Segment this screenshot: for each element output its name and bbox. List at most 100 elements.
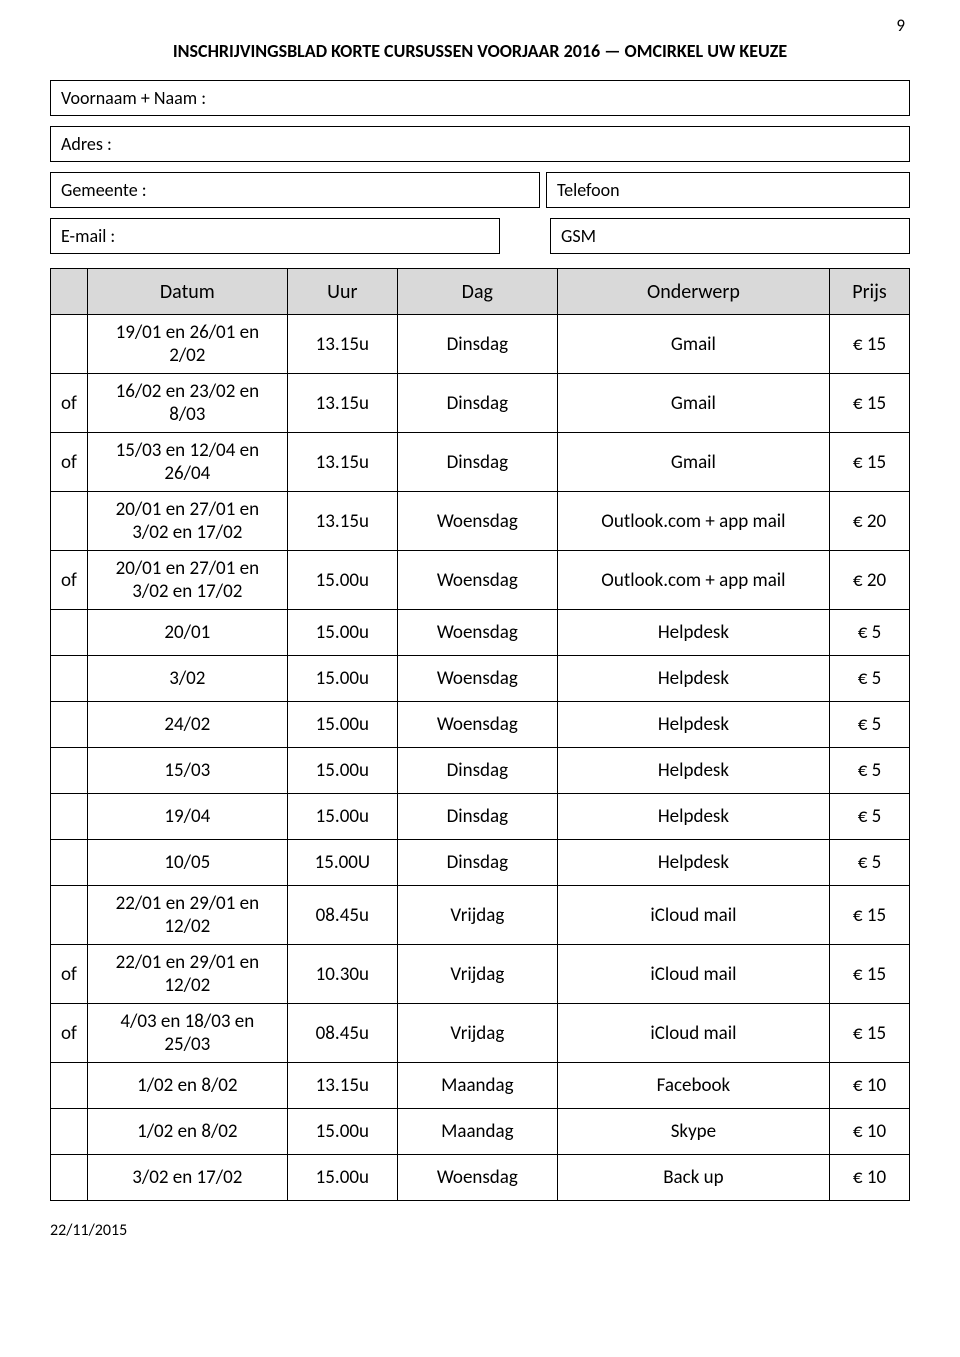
course-table: Datum Uur Dag Onderwerp Prijs 19/01 en 2… bbox=[50, 268, 910, 1201]
field-voornaam[interactable]: Voornaam + Naam : bbox=[50, 80, 910, 116]
cell-prijs: € 15 bbox=[830, 1004, 910, 1063]
cell-of bbox=[51, 1063, 88, 1109]
cell-of bbox=[51, 702, 88, 748]
cell-of bbox=[51, 840, 88, 886]
cell-of bbox=[51, 1155, 88, 1201]
cell-onderwerp: Helpdesk bbox=[557, 702, 829, 748]
cell-of bbox=[51, 886, 88, 945]
cell-prijs: € 15 bbox=[830, 315, 910, 374]
cell-uur: 13.15u bbox=[287, 433, 397, 492]
field-telefoon-label: Telefoon bbox=[557, 179, 620, 201]
cell-uur: 13.15u bbox=[287, 315, 397, 374]
cell-dag: Woensdag bbox=[397, 656, 557, 702]
cell-prijs: € 5 bbox=[830, 748, 910, 794]
document-title: INSCHRIJVINGSBLAD KORTE CURSUSSEN VOORJA… bbox=[50, 40, 910, 62]
cell-datum: 20/01 en 27/01 en3/02 en 17/02 bbox=[87, 551, 287, 610]
cell-uur: 13.15u bbox=[287, 374, 397, 433]
field-voornaam-row: Voornaam + Naam : bbox=[50, 80, 910, 116]
cell-of: of bbox=[51, 433, 88, 492]
cell-datum: 3/02 en 17/02 bbox=[87, 1155, 287, 1201]
cell-datum: 22/01 en 29/01 en12/02 bbox=[87, 886, 287, 945]
table-row: 20/01 en 27/01 en3/02 en 17/0213.15uWoen… bbox=[51, 492, 910, 551]
cell-onderwerp: Outlook.com + app mail bbox=[557, 551, 829, 610]
cell-prijs: € 20 bbox=[830, 492, 910, 551]
cell-onderwerp: Skype bbox=[557, 1109, 829, 1155]
cell-prijs: € 10 bbox=[830, 1155, 910, 1201]
cell-dag: Dinsdag bbox=[397, 433, 557, 492]
header-datum: Datum bbox=[87, 269, 287, 315]
field-email-row: E-mail : GSM bbox=[50, 218, 910, 254]
cell-prijs: € 5 bbox=[830, 840, 910, 886]
table-row: 1/02 en 8/0213.15uMaandagFacebook€ 10 bbox=[51, 1063, 910, 1109]
cell-onderwerp: Facebook bbox=[557, 1063, 829, 1109]
cell-onderwerp: Helpdesk bbox=[557, 748, 829, 794]
cell-dag: Dinsdag bbox=[397, 315, 557, 374]
cell-uur: 08.45u bbox=[287, 886, 397, 945]
cell-prijs: € 20 bbox=[830, 551, 910, 610]
cell-datum: 4/03 en 18/03 en25/03 bbox=[87, 1004, 287, 1063]
cell-uur: 15.00U bbox=[287, 840, 397, 886]
cell-dag: Dinsdag bbox=[397, 748, 557, 794]
cell-dag: Vrijdag bbox=[397, 945, 557, 1004]
cell-prijs: € 5 bbox=[830, 702, 910, 748]
cell-prijs: € 10 bbox=[830, 1109, 910, 1155]
cell-onderwerp: iCloud mail bbox=[557, 886, 829, 945]
header-uur: Uur bbox=[287, 269, 397, 315]
cell-onderwerp: Helpdesk bbox=[557, 794, 829, 840]
cell-datum: 10/05 bbox=[87, 840, 287, 886]
cell-dag: Woensdag bbox=[397, 492, 557, 551]
cell-uur: 10.30u bbox=[287, 945, 397, 1004]
cell-uur: 15.00u bbox=[287, 656, 397, 702]
cell-onderwerp: Helpdesk bbox=[557, 610, 829, 656]
header-prijs: Prijs bbox=[830, 269, 910, 315]
field-gemeente[interactable]: Gemeente : bbox=[50, 172, 540, 208]
cell-dag: Vrijdag bbox=[397, 1004, 557, 1063]
cell-dag: Dinsdag bbox=[397, 794, 557, 840]
cell-of bbox=[51, 748, 88, 794]
cell-dag: Woensdag bbox=[397, 702, 557, 748]
header-dag: Dag bbox=[397, 269, 557, 315]
cell-uur: 15.00u bbox=[287, 610, 397, 656]
field-telefoon[interactable]: Telefoon bbox=[546, 172, 910, 208]
header-of bbox=[51, 269, 88, 315]
cell-datum: 1/02 en 8/02 bbox=[87, 1063, 287, 1109]
cell-datum: 22/01 en 29/01 en12/02 bbox=[87, 945, 287, 1004]
table-row: 1/02 en 8/0215.00uMaandagSkype€ 10 bbox=[51, 1109, 910, 1155]
cell-of: of bbox=[51, 1004, 88, 1063]
field-adres-label: Adres : bbox=[61, 133, 112, 155]
cell-dag: Dinsdag bbox=[397, 840, 557, 886]
cell-of: of bbox=[51, 374, 88, 433]
table-row: of22/01 en 29/01 en12/0210.30uVrijdagiCl… bbox=[51, 945, 910, 1004]
cell-onderwerp: iCloud mail bbox=[557, 1004, 829, 1063]
cell-dag: Woensdag bbox=[397, 610, 557, 656]
cell-dag: Dinsdag bbox=[397, 374, 557, 433]
field-adres[interactable]: Adres : bbox=[50, 126, 910, 162]
field-gsm[interactable]: GSM bbox=[550, 218, 910, 254]
table-row: of15/03 en 12/04 en26/0413.15uDinsdagGma… bbox=[51, 433, 910, 492]
field-gemeente-row: Gemeente : Telefoon bbox=[50, 172, 910, 208]
cell-onderwerp: Gmail bbox=[557, 315, 829, 374]
table-row: of4/03 en 18/03 en25/0308.45uVrijdagiClo… bbox=[51, 1004, 910, 1063]
cell-uur: 08.45u bbox=[287, 1004, 397, 1063]
header-onderwerp: Onderwerp bbox=[557, 269, 829, 315]
cell-datum: 20/01 en 27/01 en3/02 en 17/02 bbox=[87, 492, 287, 551]
table-row: 15/0315.00uDinsdagHelpdesk€ 5 bbox=[51, 748, 910, 794]
cell-prijs: € 5 bbox=[830, 656, 910, 702]
cell-onderwerp: Helpdesk bbox=[557, 656, 829, 702]
cell-dag: Maandag bbox=[397, 1109, 557, 1155]
field-email[interactable]: E-mail : bbox=[50, 218, 500, 254]
cell-uur: 13.15u bbox=[287, 1063, 397, 1109]
cell-uur: 15.00u bbox=[287, 551, 397, 610]
cell-datum: 24/02 bbox=[87, 702, 287, 748]
cell-uur: 15.00u bbox=[287, 1109, 397, 1155]
table-header-row: Datum Uur Dag Onderwerp Prijs bbox=[51, 269, 910, 315]
cell-of bbox=[51, 315, 88, 374]
cell-datum: 19/01 en 26/01 en2/02 bbox=[87, 315, 287, 374]
table-row: 19/01 en 26/01 en2/0213.15uDinsdagGmail€… bbox=[51, 315, 910, 374]
cell-onderwerp: Outlook.com + app mail bbox=[557, 492, 829, 551]
cell-of bbox=[51, 1109, 88, 1155]
cell-datum: 15/03 bbox=[87, 748, 287, 794]
cell-dag: Woensdag bbox=[397, 1155, 557, 1201]
cell-onderwerp: iCloud mail bbox=[557, 945, 829, 1004]
cell-dag: Vrijdag bbox=[397, 886, 557, 945]
